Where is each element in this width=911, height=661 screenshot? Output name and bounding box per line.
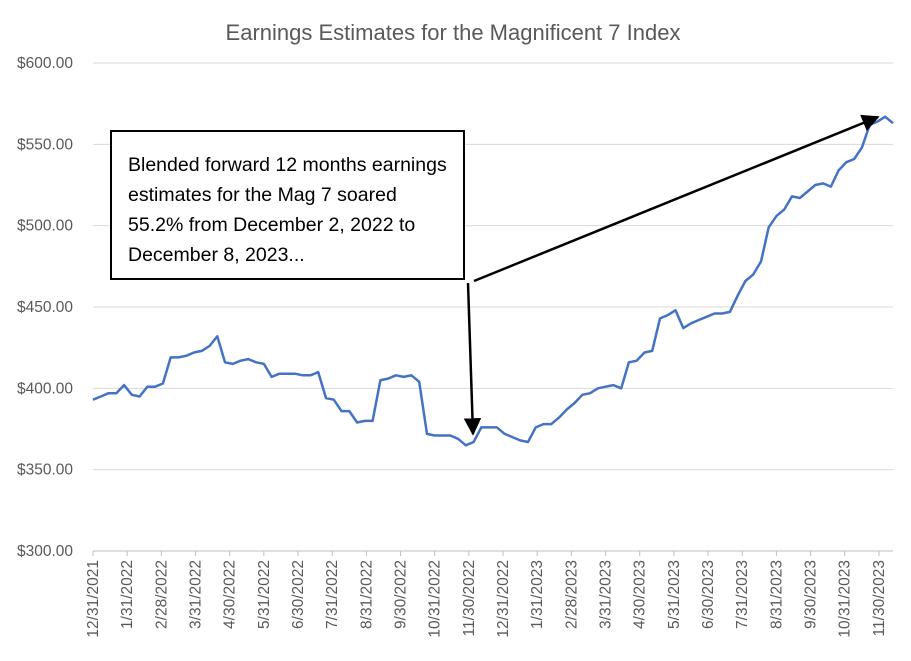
x-tick-label: 9/30/2022 xyxy=(393,560,410,629)
y-tick-label: $300.00 xyxy=(17,543,73,560)
x-tick-label: 12/31/2022 xyxy=(495,560,512,638)
x-tick-label: 5/31/2022 xyxy=(256,560,273,629)
x-tick-label: 2/28/2022 xyxy=(153,560,170,629)
y-tick-label: $350.00 xyxy=(17,462,73,479)
annotation-text: Blended forward 12 months earnings estim… xyxy=(128,154,447,266)
series-line xyxy=(92,115,894,447)
x-tick-label: 11/30/2022 xyxy=(461,560,478,636)
x-tick-label: 1/31/2023 xyxy=(529,560,546,629)
y-tick-label: $450.00 xyxy=(17,299,73,316)
y-tick-label: $500.00 xyxy=(17,218,73,235)
x-tick-label: 11/30/2023 xyxy=(871,560,888,636)
x-tick-label: 10/31/2023 xyxy=(837,560,854,638)
x-tick-label: 3/31/2022 xyxy=(188,560,205,629)
x-tick-label: 7/31/2022 xyxy=(324,560,341,629)
chart-title: Earnings Estimates for the Magnificent 7… xyxy=(226,20,681,45)
x-tick-label: 6/30/2022 xyxy=(290,560,307,629)
x-tick-label: 10/31/2022 xyxy=(427,560,444,638)
x-tick-label: 3/31/2023 xyxy=(598,560,615,629)
x-tick-label: 8/31/2022 xyxy=(358,560,375,629)
annotation-arrows xyxy=(463,114,880,436)
x-tick-label: 7/31/2023 xyxy=(734,560,751,629)
x-tick-label: 5/31/2023 xyxy=(666,560,683,629)
y-tick-label: $550.00 xyxy=(17,136,73,153)
x-tick-label: 12/31/2021 xyxy=(85,560,102,638)
x-tick-label: 6/30/2023 xyxy=(700,560,717,629)
x-tick-label: 8/31/2023 xyxy=(768,560,785,629)
x-tick-label: 4/30/2023 xyxy=(632,560,649,629)
x-tick-label: 4/30/2022 xyxy=(222,560,239,629)
series-group xyxy=(92,115,894,447)
annotation-box: Blended forward 12 months earnings estim… xyxy=(110,130,465,280)
y-tick-label: $400.00 xyxy=(17,380,73,397)
x-tick-label: 2/28/2023 xyxy=(563,560,580,629)
y-axis: $300.00 $350.00 $400.00 $450.00 $500.00 $550.… xyxy=(17,55,73,560)
arrow-to-high xyxy=(473,114,880,283)
x-axis: 12/31/2021 1/31/2022 2/28/2022 3/31/2022 4/3… xyxy=(85,550,893,638)
y-tick-label: $600.00 xyxy=(17,55,73,72)
arrow-to-low xyxy=(463,282,482,436)
x-tick-label: 1/31/2022 xyxy=(119,560,136,629)
x-tick-label: 9/30/2023 xyxy=(803,560,820,629)
